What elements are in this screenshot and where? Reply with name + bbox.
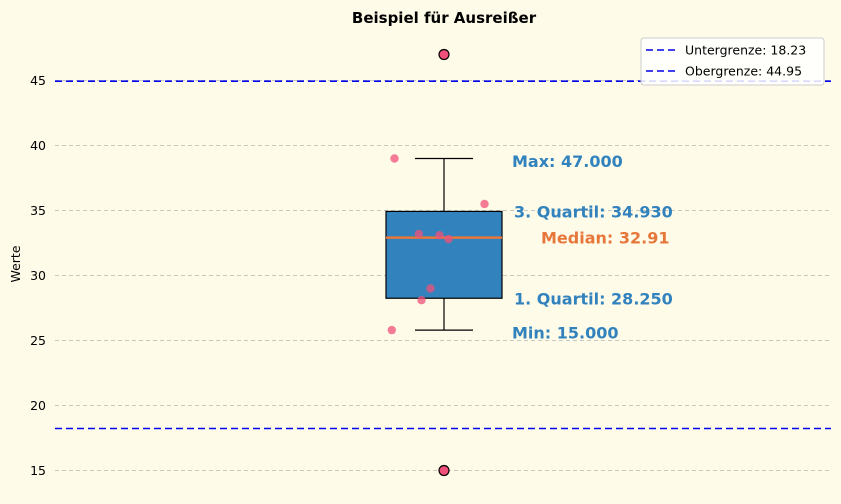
annotation-label: 3. Quartil: 34.930 bbox=[514, 202, 673, 221]
data-point bbox=[387, 325, 396, 335]
outlier-marker bbox=[438, 464, 450, 477]
y-tick-label: 15 bbox=[30, 463, 46, 478]
legend: Untergrenze: 18.23 Obergrenze: 44.95 bbox=[640, 37, 825, 86]
data-point bbox=[435, 231, 444, 240]
y-tick-label: 20 bbox=[30, 398, 46, 413]
data-point bbox=[444, 234, 453, 244]
outlier-marker bbox=[438, 48, 450, 61]
data-points bbox=[387, 154, 489, 335]
annotation-label: 1. Quartil: 28.250 bbox=[514, 289, 673, 308]
y-tick-label: 30 bbox=[30, 268, 46, 283]
legend-label: Obergrenze: 44.95 bbox=[685, 64, 802, 79]
box-plot bbox=[385, 48, 503, 477]
y-tick-label: 25 bbox=[30, 333, 46, 348]
data-point bbox=[426, 284, 435, 293]
data-point bbox=[414, 229, 423, 239]
data-point bbox=[417, 296, 426, 305]
iqr-box bbox=[385, 210, 503, 299]
y-ticks: 15 20 25 30 35 40 45 bbox=[30, 73, 46, 478]
annotation-label: Median: 32.91 bbox=[541, 229, 669, 248]
reference-lines bbox=[55, 80, 831, 430]
data-point bbox=[390, 154, 399, 163]
y-tick-label: 40 bbox=[30, 138, 46, 153]
y-tick-label: 45 bbox=[30, 73, 46, 88]
y-axis-label: Werte bbox=[8, 245, 23, 282]
annotations: Max: 47.000 3. Quartil: 34.930 Median: 32.… bbox=[512, 152, 673, 343]
y-tick-label: 35 bbox=[30, 203, 46, 218]
legend-label: Untergrenze: 18.23 bbox=[685, 43, 806, 58]
chart-title: Beispiel für Ausreißer bbox=[352, 9, 537, 27]
data-point bbox=[480, 199, 489, 209]
legend-box bbox=[640, 37, 825, 86]
annotation-label: Max: 47.000 bbox=[512, 152, 623, 171]
annotation-label: Min: 15.000 bbox=[512, 324, 619, 343]
